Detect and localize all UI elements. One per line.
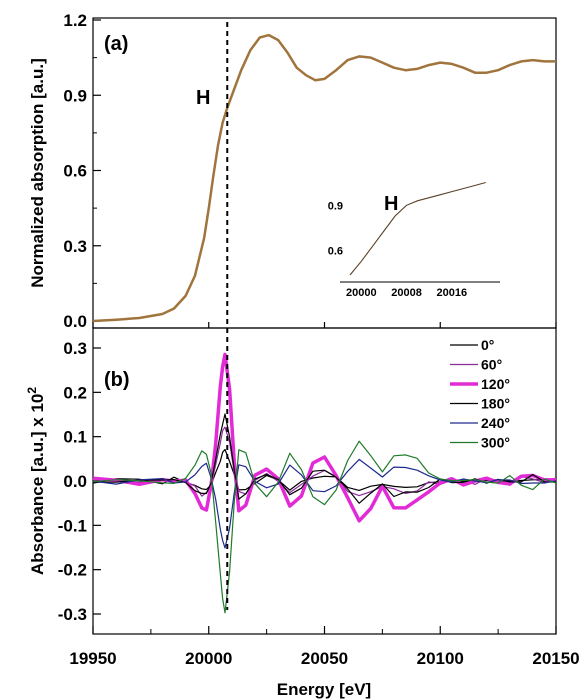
y-tick-label-b: 0.0	[63, 472, 87, 491]
legend-label: 240°	[481, 415, 510, 431]
panel-b-label: (b)	[104, 369, 130, 391]
x-tick-label: 20100	[417, 649, 464, 668]
x-tick-label: 19950	[69, 649, 116, 668]
panel-a-curves	[92, 33, 556, 323]
legend-label: 300°	[481, 435, 510, 451]
y-tick-label-a: 1.2	[63, 11, 87, 30]
x-tick-label: 20050	[301, 649, 348, 668]
y-tick-label-b: -0.1	[58, 516, 87, 535]
inset-x-tick-label: 20016	[436, 287, 467, 299]
panel-b-curves	[92, 352, 557, 614]
inset-plot: 20000 20008 20016 0.6 0.9 H	[328, 181, 500, 299]
y-tick-label-a: 0.3	[63, 237, 87, 256]
inset-y-tick-label: 0.9	[328, 200, 343, 212]
y-tick-label-b: 0.2	[63, 383, 87, 402]
series-300-line	[92, 440, 557, 614]
x-tick-label: 20000	[185, 649, 232, 668]
y-tick-label-a: 0.6	[63, 162, 87, 181]
y-tick-label-b: -0.2	[58, 561, 87, 580]
y-axis-label-a: Normalized absorption [a.u.]	[28, 58, 47, 288]
inset-x-tick-label: 20008	[391, 287, 422, 299]
legend-label: 0°	[481, 337, 494, 353]
x-tick-label: 20150	[532, 649, 579, 668]
inset-h-annotation: H	[384, 193, 398, 215]
y-tick-label-b: 0.1	[63, 428, 87, 447]
inset-curve	[349, 181, 486, 276]
inset-x-tick-label: 20000	[346, 287, 377, 299]
y-axis-label-b-sup: 2	[25, 387, 39, 394]
y-axis-label-b-text: Absorbance [a.u.] x 10	[28, 394, 47, 575]
y-tick-label-a: 0.0	[63, 312, 87, 331]
y-tick-label-b: 0.3	[63, 339, 87, 358]
y-tick-label-a: 0.9	[63, 86, 87, 105]
legend: 0° 60° 120° 180° 240° 300°	[450, 337, 510, 451]
legend-label: 120°	[481, 376, 510, 392]
legend-label: 180°	[481, 396, 510, 412]
legend-label: 60°	[481, 357, 502, 373]
panel-a-axes: 0.0 0.3 0.6 0.9 1.2	[63, 11, 101, 331]
absorption-curve	[92, 33, 556, 323]
series-120-line	[92, 352, 557, 523]
h-annotation: H	[196, 87, 210, 109]
x-axis-label: Energy [eV]	[277, 680, 371, 699]
panel-b-axes: -0.3 -0.2 -0.1 0.0 0.1 0.2 0.3 19950 20000 20050 2…	[58, 322, 580, 668]
y-tick-label-b: -0.3	[58, 605, 87, 624]
inset-y-tick-label: 0.6	[328, 246, 343, 258]
panel-a-label: (a)	[104, 33, 128, 55]
y-axis-label-b: Absorbance [a.u.] x 102	[25, 387, 47, 575]
